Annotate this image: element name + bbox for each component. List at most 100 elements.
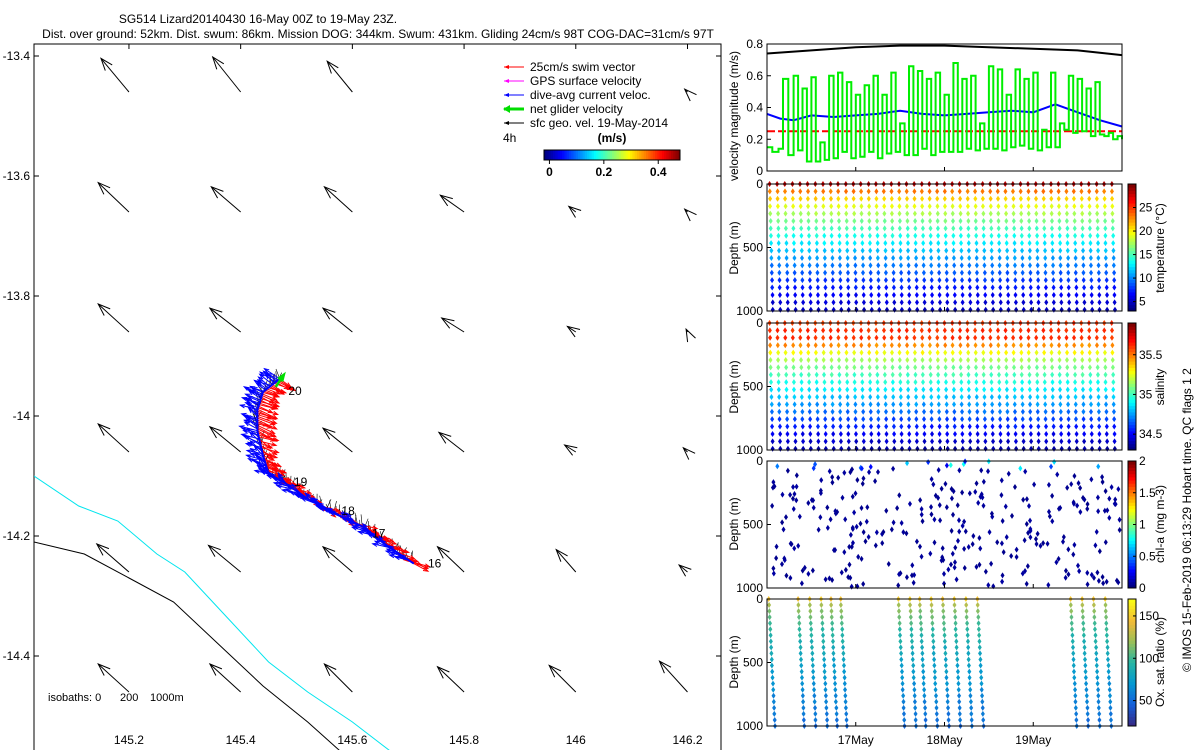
profile-point — [776, 188, 780, 194]
profile-point — [868, 372, 872, 378]
profile-point — [854, 431, 858, 437]
profile-point — [777, 240, 781, 246]
profile-point — [974, 379, 978, 385]
chla-point — [1050, 493, 1054, 499]
profile-point — [944, 248, 948, 254]
map-y-tick-label: -13.8 — [3, 289, 31, 303]
profile-point — [845, 248, 849, 254]
oxygen-point — [1097, 711, 1101, 717]
profile-point — [960, 416, 964, 422]
cbar-segment — [1128, 187, 1136, 191]
profile-point — [1097, 292, 1101, 298]
chla-point — [1110, 484, 1114, 490]
chla-point — [984, 569, 988, 575]
oxygen-point — [844, 711, 848, 717]
oxygen-point — [833, 675, 837, 681]
profile-point — [936, 357, 940, 363]
profile-point — [816, 292, 820, 298]
profile-point — [1043, 394, 1047, 400]
profile-point — [943, 335, 947, 341]
oxygen-point — [811, 663, 815, 669]
geo-vector — [324, 664, 352, 692]
oxygen-point — [843, 687, 847, 693]
oxygen-point — [1081, 608, 1085, 614]
profile-point — [958, 350, 962, 356]
oxygen-point — [808, 608, 812, 614]
profile-point — [945, 416, 949, 422]
cbar-segment — [1128, 421, 1136, 425]
oxygen-point — [914, 711, 918, 717]
profile-point — [968, 438, 972, 444]
cbar-segment — [1128, 499, 1136, 503]
profile-point — [1088, 357, 1092, 363]
profile-point — [891, 387, 895, 393]
oxygen-point — [1069, 608, 1073, 614]
cbar-segment — [1128, 286, 1136, 290]
profile-point — [1105, 431, 1109, 437]
chla-point — [806, 571, 810, 577]
oxygen-point — [829, 602, 833, 608]
profile-point — [861, 262, 865, 268]
chla-point — [1076, 563, 1080, 569]
profile-point — [785, 285, 789, 291]
oxygen-point — [831, 638, 835, 644]
profile-point — [915, 285, 919, 291]
chla-point — [847, 544, 851, 550]
profile-point — [1035, 350, 1039, 356]
oxygen-point — [978, 650, 982, 656]
profile-point — [890, 225, 894, 231]
profile-point — [966, 211, 970, 217]
profile-point — [1081, 240, 1085, 246]
oxygen-point — [1086, 711, 1090, 717]
profile-point — [891, 394, 895, 400]
chla-point — [1018, 465, 1022, 471]
profile-point — [899, 387, 903, 393]
day-label: 18 — [341, 504, 355, 518]
chla-point — [979, 467, 983, 473]
profile-point — [769, 364, 773, 370]
profile-point — [1044, 285, 1048, 291]
profile-point — [816, 431, 820, 437]
profile-point — [1035, 233, 1039, 239]
chla-point — [1118, 527, 1122, 533]
profile-point — [777, 248, 781, 254]
profile-point — [998, 431, 1002, 437]
profile-point — [890, 357, 894, 363]
salinity-cbar-label: salinity — [1153, 369, 1167, 406]
geo-vector — [210, 308, 241, 332]
profile-point — [929, 233, 933, 239]
profile-point — [808, 292, 812, 298]
profile-point — [837, 350, 841, 356]
cbar-tick-label: 34.5 — [1139, 427, 1163, 441]
profile-point — [1013, 292, 1017, 298]
oxygen-point — [1095, 669, 1099, 675]
profile-point — [809, 307, 813, 313]
profile-point — [785, 409, 789, 415]
chla-point — [1078, 485, 1082, 491]
profile-point — [1088, 233, 1092, 239]
profile-point — [974, 203, 978, 209]
profile-point — [1029, 438, 1033, 444]
chla-point — [964, 528, 968, 534]
profile-point — [1075, 446, 1079, 452]
profile-point — [769, 372, 773, 378]
geo-vector — [323, 547, 352, 572]
profile-point — [814, 225, 818, 231]
profile-point — [930, 285, 934, 291]
profile-point — [1097, 416, 1101, 422]
oxygen-point — [841, 650, 845, 656]
chla-point — [873, 478, 877, 484]
profile-point — [868, 233, 872, 239]
profile-point — [821, 196, 825, 202]
chla-point — [1064, 568, 1068, 574]
profile-point — [1073, 218, 1077, 224]
oxygen-point — [954, 626, 958, 632]
profile-point — [801, 446, 805, 452]
oxygen-point — [965, 626, 969, 632]
profile-point — [1105, 438, 1109, 444]
profile-point — [845, 218, 849, 224]
profile-point — [951, 203, 955, 209]
chla-point — [856, 554, 860, 560]
profile-point — [862, 431, 866, 437]
oxygen-point — [839, 608, 843, 614]
